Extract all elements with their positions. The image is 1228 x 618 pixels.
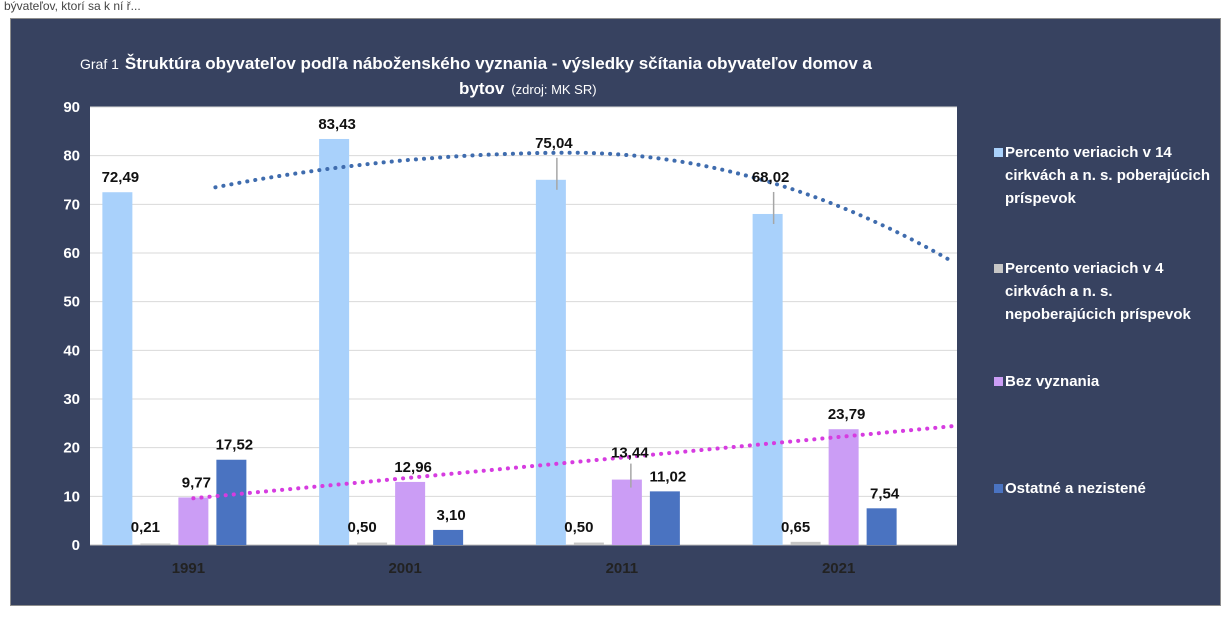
legend-item-series-2: Percento veriacich v 4 cirkvách a n. s. … bbox=[994, 257, 1219, 326]
data-label: 12,96 bbox=[394, 459, 432, 476]
bar-2001-series-2 bbox=[357, 542, 388, 545]
bar-1991-series-3 bbox=[178, 497, 209, 545]
x-tick-label: 1991 bbox=[172, 560, 205, 577]
data-label: 17,52 bbox=[216, 437, 254, 454]
chart-title-line2: bytov (zdroj: MK SR) bbox=[459, 79, 597, 98]
bar-2001-series-3 bbox=[395, 481, 426, 545]
chart-title-main: Štruktúra obyvateľov podľa náboženského … bbox=[125, 54, 873, 73]
bar-2021-series-1 bbox=[752, 213, 783, 545]
bar-2001-series-4 bbox=[433, 529, 464, 545]
top-cut-text: bývateľov, ktorí sa k ní ř... bbox=[4, 0, 141, 13]
trendline-series-1 bbox=[213, 150, 954, 264]
bar-2011-series-2 bbox=[573, 542, 604, 545]
legend-swatch-2 bbox=[994, 264, 1003, 273]
chart-source: (zdroj: MK SR) bbox=[511, 82, 596, 97]
trendlines bbox=[191, 150, 959, 501]
bar-2011-series-4 bbox=[649, 491, 680, 545]
x-tick-label: 2001 bbox=[388, 560, 421, 577]
bars bbox=[102, 138, 897, 545]
gridlines bbox=[90, 106, 957, 546]
y-tick-label: 10 bbox=[63, 488, 80, 505]
data-label: 11,02 bbox=[650, 468, 687, 485]
y-tick-label: 0 bbox=[72, 537, 80, 554]
legend-swatch-3 bbox=[994, 377, 1003, 386]
bar-1991-series-4 bbox=[216, 459, 247, 545]
legend-item-series-1: Percento veriacich v 14 cirkvách a n. s.… bbox=[994, 141, 1219, 210]
y-tick-label: 30 bbox=[63, 391, 80, 408]
data-label: 0,21 bbox=[131, 519, 160, 536]
x-tick-label: 2011 bbox=[606, 560, 639, 577]
bar-2021-series-4 bbox=[866, 508, 897, 545]
legend-label-4: Ostatné a nezistené bbox=[1005, 480, 1146, 497]
legend-item-series-3: Bez vyznania bbox=[994, 370, 1219, 393]
legend-swatch-1 bbox=[994, 148, 1003, 157]
bar-2001-series-1 bbox=[319, 138, 350, 545]
data-label: 13,44 bbox=[611, 445, 649, 462]
data-label: 7,54 bbox=[870, 485, 900, 502]
y-tick-label: 70 bbox=[63, 196, 80, 213]
legend-item-series-4: Ostatné a nezistené bbox=[994, 477, 1219, 500]
bar-1991-series-1 bbox=[102, 192, 133, 545]
trendline-series-3 bbox=[191, 423, 959, 501]
legend-label-3: Bez vyznania bbox=[1005, 373, 1100, 390]
data-label: 0,50 bbox=[564, 519, 593, 536]
bar-2011-series-3 bbox=[611, 479, 642, 545]
bar-2021-series-2 bbox=[790, 541, 821, 545]
y-axis: 0 10 20 30 40 50 60 70 80 90 bbox=[63, 99, 80, 554]
chart-title-line1: Graf 1 Štruktúra obyvateľov podľa nábožen… bbox=[80, 54, 873, 73]
chart-canvas: Graf 1 Štruktúra obyvateľov podľa nábožen… bbox=[63, 54, 959, 577]
bar-2011-series-1 bbox=[535, 179, 566, 545]
bar-1991-series-2 bbox=[140, 543, 171, 545]
y-tick-label: 80 bbox=[63, 148, 80, 165]
data-label: 83,43 bbox=[318, 116, 356, 133]
chart-title-prefix: Graf 1 bbox=[80, 56, 119, 72]
x-axis: 1991 2001 2011 2021 bbox=[172, 560, 856, 577]
data-labels: 72,49 0,21 9,77 17,52 83,43 0,50 12,96 3,10 75,0… bbox=[102, 116, 900, 536]
data-label: 0,50 bbox=[348, 519, 377, 536]
y-tick-label: 90 bbox=[63, 99, 80, 116]
y-tick-label: 50 bbox=[63, 294, 80, 311]
bar-2021-series-3 bbox=[828, 429, 859, 545]
x-tick-label: 2021 bbox=[822, 560, 855, 577]
legend-label-2: Percento veriacich v 4 cirkvách a n. s. … bbox=[1005, 260, 1191, 323]
data-label: 75,04 bbox=[535, 135, 573, 152]
data-label: 23,79 bbox=[828, 406, 866, 423]
y-tick-label: 60 bbox=[63, 245, 80, 262]
legend: Percento veriacich v 14 cirkvách a n. s.… bbox=[994, 141, 1219, 541]
data-label: 68,02 bbox=[752, 169, 790, 186]
chart-title-main-2: bytov bbox=[459, 79, 505, 98]
data-label: 0,65 bbox=[781, 519, 810, 536]
data-label: 3,10 bbox=[437, 507, 466, 524]
data-label: 72,49 bbox=[102, 169, 140, 186]
data-label: 9,77 bbox=[182, 474, 211, 491]
legend-label-1: Percento veriacich v 14 cirkvách a n. s.… bbox=[1005, 144, 1211, 207]
chart-frame: Graf 1 Štruktúra obyvateľov podľa nábožen… bbox=[10, 18, 1221, 606]
legend-swatch-4 bbox=[994, 484, 1003, 493]
y-tick-label: 40 bbox=[63, 342, 80, 359]
y-tick-label: 20 bbox=[63, 440, 80, 457]
